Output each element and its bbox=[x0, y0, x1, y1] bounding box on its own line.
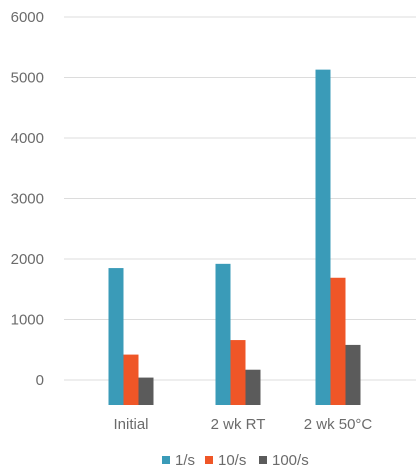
legend: 1/s 10/s 100/s bbox=[162, 452, 309, 469]
x-tick-label: 2 wk 50°C bbox=[304, 416, 373, 433]
y-tick-label: 1000 bbox=[11, 312, 44, 329]
x-tick-label: Initial bbox=[113, 416, 148, 433]
bar-1s-0 bbox=[108, 268, 124, 405]
legend-swatch bbox=[162, 456, 170, 464]
bar-1s-2 bbox=[315, 69, 331, 405]
bar-1s-1 bbox=[215, 263, 231, 405]
legend-swatch bbox=[259, 456, 267, 464]
x-tick-label: 2 wk RT bbox=[211, 416, 266, 433]
bar-10s-2 bbox=[330, 277, 346, 405]
y-tick-label: 3000 bbox=[11, 191, 44, 208]
legend-swatch bbox=[205, 456, 213, 464]
bar-100s-2 bbox=[345, 344, 361, 405]
legend-label: 10/s bbox=[218, 452, 246, 469]
bar-10s-1 bbox=[230, 340, 246, 405]
bar-100s-1 bbox=[245, 369, 261, 405]
legend-label: 1/s bbox=[175, 452, 195, 469]
legend-label: 100/s bbox=[272, 452, 309, 469]
x-axis-category-labels: Initial 2 wk RT 2 wk 50°C bbox=[113, 416, 372, 433]
y-tick-label: 2000 bbox=[11, 251, 44, 268]
y-tick-label: 5000 bbox=[11, 70, 44, 87]
bars bbox=[108, 69, 361, 405]
y-tick-label: 0 bbox=[36, 372, 44, 389]
bar-10s-0 bbox=[123, 354, 139, 405]
y-tick-label: 4000 bbox=[11, 130, 44, 147]
y-axis-tick-labels: 0 1000 2000 3000 4000 5000 6000 bbox=[11, 9, 44, 389]
bar-100s-0 bbox=[138, 377, 154, 405]
y-tick-label: 6000 bbox=[11, 9, 44, 26]
